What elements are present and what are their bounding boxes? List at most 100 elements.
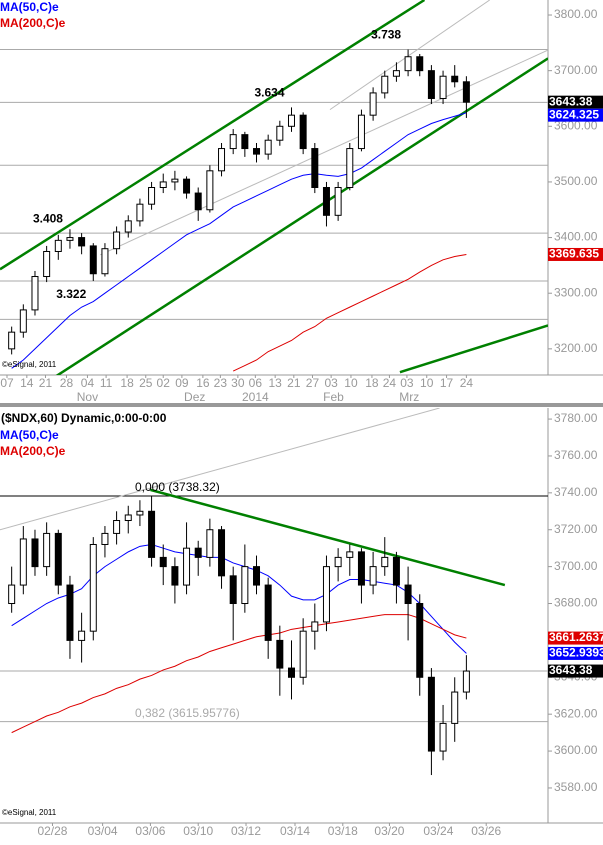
source-note: ©eSignal, 2011 bbox=[2, 808, 57, 817]
candle-body bbox=[8, 584, 16, 605]
x-tick-label: 28 bbox=[60, 376, 74, 390]
x-tick-label-secondary: Dez bbox=[184, 390, 205, 404]
candle-body bbox=[124, 514, 132, 522]
y-tick-label: 3300.00 bbox=[554, 285, 598, 299]
candle-body bbox=[451, 75, 459, 83]
candle-body bbox=[229, 575, 237, 605]
source-note: ©eSignal, 2011 bbox=[2, 360, 57, 369]
candle-body bbox=[241, 566, 249, 605]
y-tick-label: 3740.00 bbox=[554, 485, 598, 499]
legend-entry: MA(50,C)e bbox=[0, 428, 59, 442]
trendline bbox=[0, 408, 440, 531]
x-tick-label: 03/14 bbox=[280, 824, 310, 838]
plot-area bbox=[0, 408, 548, 776]
y-tick-label: 3800.00 bbox=[554, 7, 598, 21]
candle-body bbox=[357, 551, 365, 586]
x-tick-label: 23 bbox=[214, 376, 228, 390]
candle-body bbox=[287, 667, 295, 678]
candle-body bbox=[264, 584, 272, 641]
x-tick-label: 02 bbox=[157, 376, 171, 390]
candle-body bbox=[206, 170, 214, 211]
candle-body bbox=[43, 532, 51, 568]
candle-body bbox=[439, 722, 447, 752]
x-tick-label: 30 bbox=[231, 376, 245, 390]
y-tick-label: 3780.00 bbox=[554, 411, 598, 425]
x-tick-label: 03 bbox=[400, 376, 414, 390]
price-label: 3643.38 bbox=[549, 663, 593, 677]
legend-entry: MA(50,C)e bbox=[0, 0, 59, 14]
y-tick-label: 3700.00 bbox=[554, 63, 598, 77]
candle-body bbox=[66, 584, 74, 641]
trendline bbox=[55, 57, 548, 375]
moving-average-line bbox=[11, 112, 467, 369]
moving-average-line bbox=[232, 253, 467, 372]
x-tick-label: 04 bbox=[81, 376, 95, 390]
moving-average-line bbox=[11, 543, 467, 654]
candle-body bbox=[381, 75, 389, 94]
trendline bbox=[100, 49, 548, 256]
price-label-box bbox=[548, 95, 603, 109]
candle-body bbox=[276, 125, 284, 141]
candle-body bbox=[276, 639, 284, 669]
candle-body bbox=[253, 148, 261, 155]
candle-body bbox=[346, 148, 354, 188]
candle-body bbox=[54, 239, 62, 252]
plot-area bbox=[0, 0, 548, 375]
candle-body bbox=[183, 547, 191, 586]
candle-body bbox=[427, 70, 435, 99]
x-tick-label: 03/20 bbox=[374, 824, 404, 838]
x-tick-label-secondary: Feb bbox=[323, 390, 344, 404]
candle-body bbox=[43, 250, 51, 278]
candle-body bbox=[392, 556, 400, 586]
x-tick-label: 25 bbox=[139, 376, 153, 390]
candle-body bbox=[322, 566, 330, 623]
x-tick-label: 02/28 bbox=[37, 824, 67, 838]
peak-label: 3.634 bbox=[254, 86, 284, 100]
candle-body bbox=[416, 56, 424, 72]
candle-body bbox=[194, 547, 202, 558]
candle-body bbox=[439, 75, 447, 99]
price-label: 3643.38 bbox=[549, 94, 593, 108]
candle-body bbox=[218, 529, 226, 577]
candle-body bbox=[287, 114, 295, 127]
candle-body bbox=[101, 248, 109, 275]
candle-body bbox=[311, 148, 319, 188]
candle-body bbox=[462, 670, 470, 693]
x-tick-label: 03/26 bbox=[471, 824, 501, 838]
x-tick-label: 11 bbox=[100, 376, 113, 390]
candle-body bbox=[311, 621, 319, 632]
price-label: 3661.2637 bbox=[549, 630, 603, 644]
candle-body bbox=[101, 532, 109, 545]
trendline bbox=[329, 0, 490, 111]
candle-body bbox=[159, 181, 167, 189]
price-label: 3624.325 bbox=[549, 107, 599, 121]
candle-body bbox=[229, 134, 237, 150]
y-tick-label: 3700.00 bbox=[554, 559, 598, 573]
x-tick-label: 07 bbox=[0, 376, 14, 390]
x-tick-label: 14 bbox=[20, 376, 34, 390]
y-tick-label: 3620.00 bbox=[554, 706, 598, 720]
candle-body bbox=[299, 114, 307, 150]
x-tick-label: 24 bbox=[383, 376, 397, 390]
x-tick-label: 17 bbox=[440, 376, 454, 390]
candle-body bbox=[19, 538, 27, 586]
candle-body bbox=[369, 92, 377, 116]
x-tick-label-secondary: Mrz bbox=[399, 390, 419, 404]
x-tick-label: 21 bbox=[287, 376, 301, 390]
peak-label: 3.408 bbox=[33, 211, 63, 225]
candle-body bbox=[183, 178, 191, 194]
candle-body bbox=[381, 556, 389, 568]
candle-body bbox=[113, 231, 121, 250]
candle-body bbox=[253, 566, 261, 586]
x-tick-label: 03/04 bbox=[88, 824, 118, 838]
x-tick-label: 13 bbox=[268, 376, 282, 390]
y-tick-label: 3500.00 bbox=[554, 174, 598, 188]
candle-body bbox=[241, 134, 249, 150]
candle-body bbox=[31, 538, 39, 568]
x-tick-label: 03/18 bbox=[328, 824, 358, 838]
candle-body bbox=[78, 237, 86, 247]
candle-body bbox=[19, 309, 27, 333]
candle-body bbox=[346, 551, 354, 558]
